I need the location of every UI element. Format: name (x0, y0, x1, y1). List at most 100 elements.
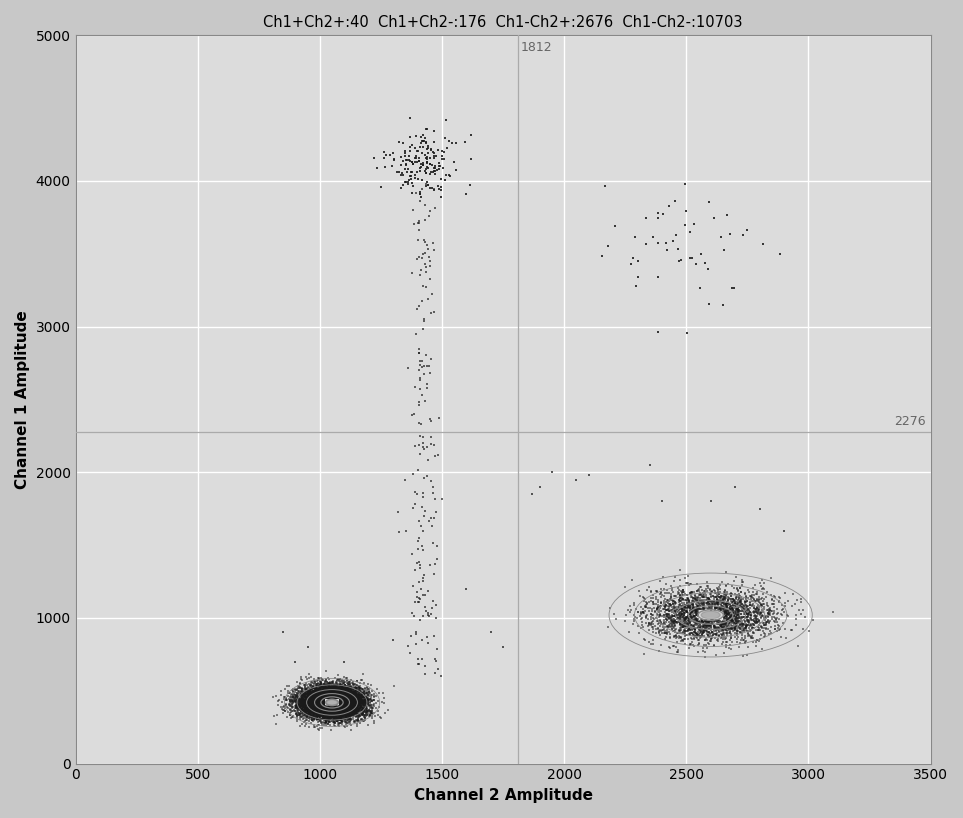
Point (351, 691, 367, 704)
Point (332, 707, 348, 720)
Point (310, 703, 325, 716)
Point (311, 690, 326, 703)
Point (324, 712, 339, 726)
Point (320, 701, 335, 714)
Point (340, 691, 355, 704)
Point (714, 595, 729, 608)
Point (672, 592, 688, 605)
Point (715, 599, 730, 612)
Point (320, 685, 335, 699)
Point (330, 688, 346, 701)
Point (345, 692, 360, 705)
Point (660, 604, 675, 617)
Point (352, 694, 368, 708)
Point (320, 691, 335, 704)
Point (341, 690, 356, 703)
Point (331, 704, 347, 717)
Point (324, 689, 339, 702)
Point (683, 605, 698, 618)
Point (696, 598, 712, 611)
Point (313, 681, 328, 694)
Point (723, 613, 739, 626)
Point (339, 697, 354, 710)
Point (317, 685, 332, 699)
Point (320, 690, 335, 703)
Point (324, 683, 339, 696)
Point (406, 155, 422, 169)
Point (733, 626, 748, 639)
Point (345, 692, 360, 705)
Point (350, 708, 365, 721)
Point (318, 685, 333, 699)
Point (298, 689, 313, 702)
Point (343, 695, 358, 708)
Point (309, 703, 325, 717)
Point (343, 693, 358, 706)
Point (315, 700, 330, 713)
Point (311, 691, 326, 704)
Point (349, 710, 364, 723)
Point (313, 695, 328, 708)
Point (311, 706, 326, 719)
Point (307, 693, 323, 706)
Point (314, 696, 329, 709)
Point (345, 712, 360, 725)
Point (311, 703, 326, 717)
Point (341, 710, 356, 723)
Point (318, 681, 333, 694)
Point (306, 699, 322, 712)
Point (322, 706, 337, 719)
Point (342, 708, 357, 721)
Point (311, 699, 326, 712)
Point (322, 681, 337, 694)
Point (315, 682, 330, 695)
Point (315, 692, 330, 705)
Point (299, 684, 315, 697)
Point (763, 609, 778, 622)
Point (312, 680, 327, 693)
Point (331, 703, 347, 716)
Point (722, 610, 738, 623)
Point (337, 693, 352, 706)
Point (309, 700, 325, 713)
Point (298, 700, 313, 713)
Point (343, 690, 358, 703)
Point (327, 687, 343, 700)
Point (312, 696, 327, 709)
Point (307, 690, 323, 703)
Point (304, 691, 320, 704)
Point (337, 699, 352, 712)
Point (322, 705, 337, 718)
Point (334, 687, 350, 700)
Point (304, 692, 320, 705)
Point (318, 689, 333, 702)
Point (325, 690, 341, 703)
Point (339, 687, 354, 700)
Point (318, 686, 333, 699)
Point (724, 601, 740, 614)
Point (334, 685, 350, 698)
Point (334, 694, 350, 708)
Point (324, 703, 339, 717)
Point (391, 166, 406, 179)
Point (351, 683, 366, 696)
Point (697, 622, 713, 635)
Point (711, 626, 726, 639)
Point (704, 627, 719, 640)
Point (306, 705, 322, 718)
Point (314, 702, 329, 715)
Point (306, 712, 322, 726)
Point (330, 688, 346, 701)
Point (325, 701, 340, 714)
Point (747, 610, 763, 623)
Point (420, 143, 435, 156)
Point (338, 687, 353, 700)
Point (282, 699, 298, 712)
Point (353, 687, 369, 700)
Point (419, 136, 434, 149)
Point (685, 603, 700, 616)
Point (661, 594, 676, 607)
Point (320, 703, 335, 716)
Point (330, 684, 346, 697)
Point (305, 685, 321, 699)
